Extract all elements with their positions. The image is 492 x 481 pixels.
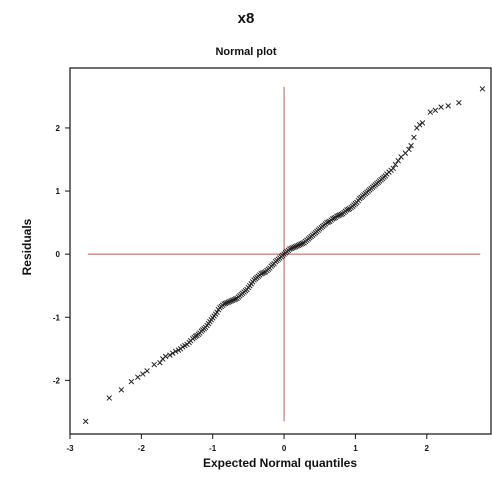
y-tick-label: -2 — [53, 376, 61, 385]
data-point — [227, 298, 233, 305]
data-point — [222, 300, 229, 307]
data-point — [229, 297, 236, 303]
data-point — [167, 352, 173, 358]
data-point — [287, 246, 293, 252]
data-points — [82, 86, 486, 425]
data-point — [324, 219, 330, 226]
data-point — [231, 296, 237, 303]
data-point — [295, 242, 302, 249]
data-point — [408, 142, 414, 149]
data-point — [338, 211, 344, 218]
data-point — [411, 134, 417, 141]
data-point — [291, 244, 297, 250]
data-point — [224, 299, 230, 306]
data-point — [225, 299, 232, 305]
data-point — [395, 158, 401, 164]
x-tick-label: -2 — [138, 444, 146, 453]
data-point — [392, 161, 399, 168]
figure-title: x8 — [237, 10, 255, 27]
data-point — [299, 240, 306, 247]
data-point — [162, 353, 169, 360]
data-point — [419, 120, 426, 126]
data-point — [406, 146, 412, 153]
data-point — [144, 368, 150, 374]
data-point — [169, 350, 176, 356]
data-point — [192, 333, 199, 339]
data-point — [390, 165, 396, 172]
data-point — [297, 241, 303, 248]
data-point — [456, 99, 462, 106]
data-point — [135, 374, 141, 380]
data-point — [344, 207, 350, 213]
data-point — [479, 86, 486, 92]
data-point — [221, 301, 227, 307]
data-point — [432, 107, 439, 114]
x-tick-label: 1 — [353, 444, 358, 453]
data-point — [292, 243, 299, 250]
x-axis-ticks: -3 -2 -1 0 1 2 — [66, 434, 430, 453]
y-tick-label: -1 — [53, 313, 61, 322]
data-point — [325, 219, 332, 225]
y-axis-ticks: -2 -1 0 1 2 — [53, 124, 70, 385]
data-point — [172, 348, 179, 355]
data-point — [345, 206, 352, 213]
data-point — [214, 309, 220, 315]
data-point — [157, 359, 163, 366]
data-point — [82, 418, 89, 425]
data-point — [259, 270, 266, 276]
data-point — [416, 122, 423, 128]
y-tick-label: 0 — [56, 250, 61, 259]
data-point — [294, 243, 300, 249]
data-point — [298, 241, 304, 247]
data-point — [331, 215, 337, 221]
data-point — [151, 361, 157, 368]
data-point — [261, 269, 267, 276]
x-tick-label: 2 — [425, 444, 430, 453]
x-tick-label: -1 — [209, 444, 217, 453]
x-tick-label: -3 — [66, 444, 74, 453]
data-point — [106, 395, 112, 401]
data-point — [335, 212, 342, 219]
data-point — [288, 245, 294, 252]
data-point — [140, 371, 146, 377]
data-point — [445, 103, 451, 109]
data-point — [427, 109, 434, 115]
data-point — [232, 296, 239, 302]
data-point — [118, 387, 125, 393]
y-tick-label: 2 — [56, 124, 61, 133]
plot-frame — [69, 67, 492, 435]
data-point — [258, 270, 264, 277]
data-point — [329, 216, 336, 222]
x-tick-label: 0 — [282, 444, 287, 453]
y-tick-label: 1 — [56, 187, 61, 196]
chart-title: Normal plot — [215, 46, 277, 58]
data-point — [334, 213, 340, 220]
data-point — [336, 212, 343, 218]
data-point — [228, 298, 235, 304]
data-point — [128, 378, 135, 385]
x-axis-label: Expected Normal quantiles — [202, 456, 358, 470]
data-point — [289, 245, 296, 251]
data-point — [438, 104, 444, 110]
data-point — [398, 154, 404, 160]
